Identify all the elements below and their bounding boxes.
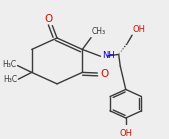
Text: CH₃: CH₃ — [92, 27, 106, 36]
Text: OH: OH — [133, 25, 146, 34]
Text: O: O — [100, 69, 108, 79]
Text: NH: NH — [102, 51, 115, 60]
Text: O: O — [44, 14, 52, 24]
Text: OH: OH — [119, 129, 132, 138]
Text: H₃C: H₃C — [3, 75, 18, 84]
Text: H₃C: H₃C — [3, 60, 17, 70]
